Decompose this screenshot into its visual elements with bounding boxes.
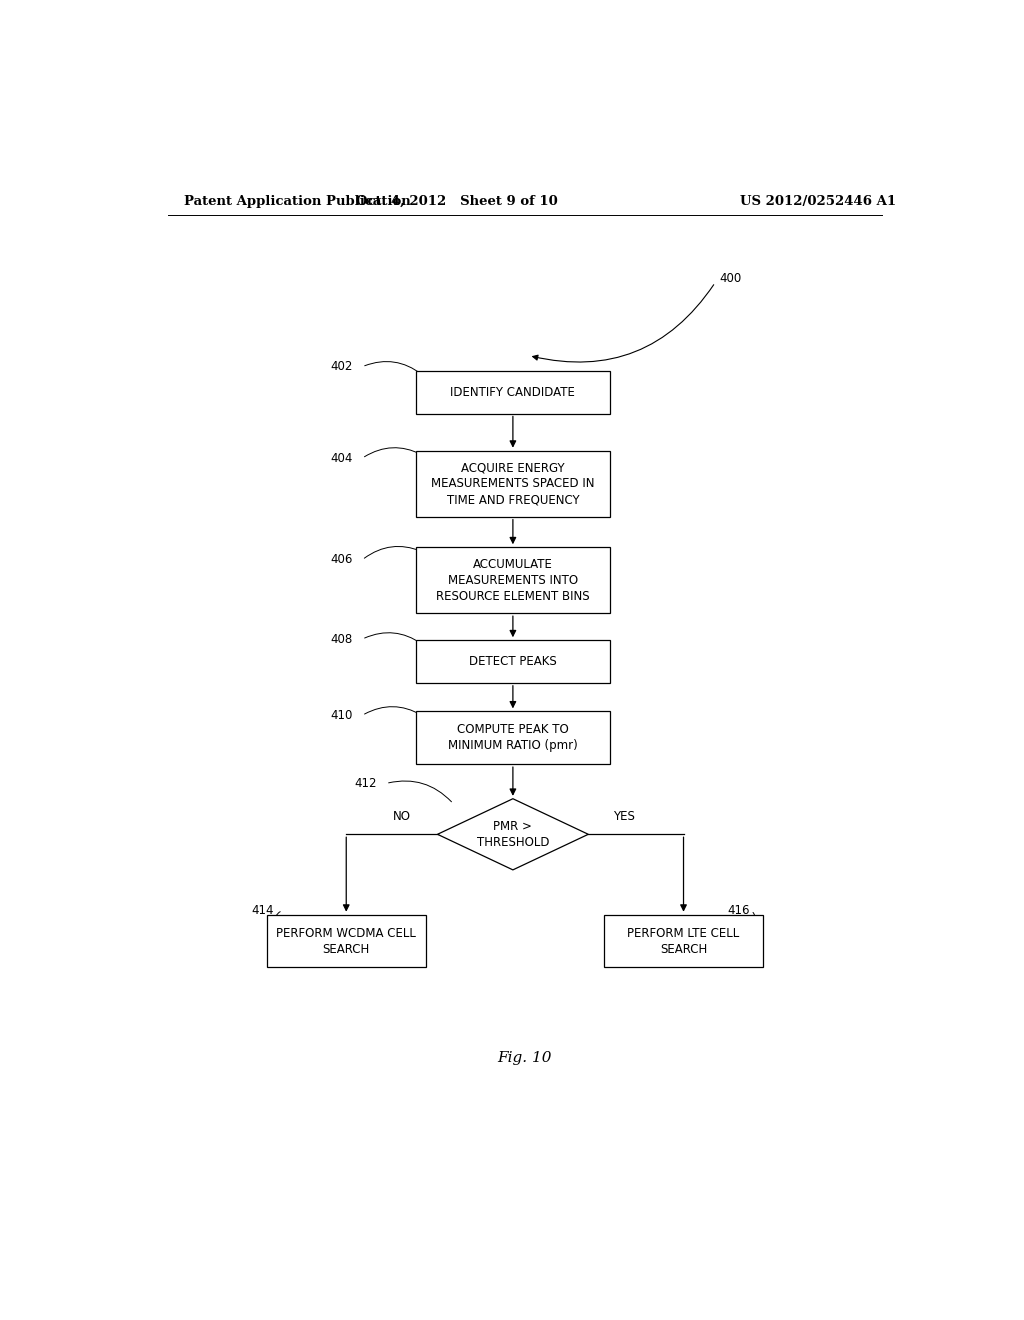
Text: YES: YES bbox=[613, 809, 635, 822]
Text: 408: 408 bbox=[331, 632, 352, 645]
Bar bbox=[416, 371, 610, 413]
Text: PERFORM WCDMA CELL
SEARCH: PERFORM WCDMA CELL SEARCH bbox=[276, 927, 416, 956]
Text: 412: 412 bbox=[354, 777, 377, 789]
Bar bbox=[416, 450, 610, 516]
Text: 416: 416 bbox=[727, 904, 750, 917]
Text: 414: 414 bbox=[251, 904, 273, 917]
Text: 404: 404 bbox=[331, 451, 352, 465]
Bar bbox=[416, 711, 610, 764]
Bar bbox=[267, 915, 426, 968]
Text: NO: NO bbox=[393, 809, 411, 822]
Text: DETECT PEAKS: DETECT PEAKS bbox=[469, 655, 557, 668]
Text: 406: 406 bbox=[331, 553, 352, 566]
Text: PMR >
THRESHOLD: PMR > THRESHOLD bbox=[476, 820, 549, 849]
Text: US 2012/0252446 A1: US 2012/0252446 A1 bbox=[740, 194, 896, 207]
Text: ACQUIRE ENERGY
MEASUREMENTS SPACED IN
TIME AND FREQUENCY: ACQUIRE ENERGY MEASUREMENTS SPACED IN TI… bbox=[431, 461, 595, 506]
Text: PERFORM LTE CELL
SEARCH: PERFORM LTE CELL SEARCH bbox=[628, 927, 739, 956]
Text: Oct. 4, 2012   Sheet 9 of 10: Oct. 4, 2012 Sheet 9 of 10 bbox=[356, 194, 558, 207]
Text: IDENTIFY CANDIDATE: IDENTIFY CANDIDATE bbox=[451, 385, 575, 399]
Bar bbox=[416, 548, 610, 614]
Text: Fig. 10: Fig. 10 bbox=[498, 1051, 552, 1065]
Bar bbox=[604, 915, 763, 968]
Text: Patent Application Publication: Patent Application Publication bbox=[183, 194, 411, 207]
Text: ACCUMULATE
MEASUREMENTS INTO
RESOURCE ELEMENT BINS: ACCUMULATE MEASUREMENTS INTO RESOURCE EL… bbox=[436, 558, 590, 603]
Text: 400: 400 bbox=[719, 272, 741, 285]
Text: 410: 410 bbox=[331, 709, 352, 722]
Text: COMPUTE PEAK TO
MINIMUM RATIO (pmr): COMPUTE PEAK TO MINIMUM RATIO (pmr) bbox=[449, 723, 578, 752]
Text: 402: 402 bbox=[331, 360, 352, 374]
Polygon shape bbox=[437, 799, 588, 870]
Bar bbox=[416, 640, 610, 682]
